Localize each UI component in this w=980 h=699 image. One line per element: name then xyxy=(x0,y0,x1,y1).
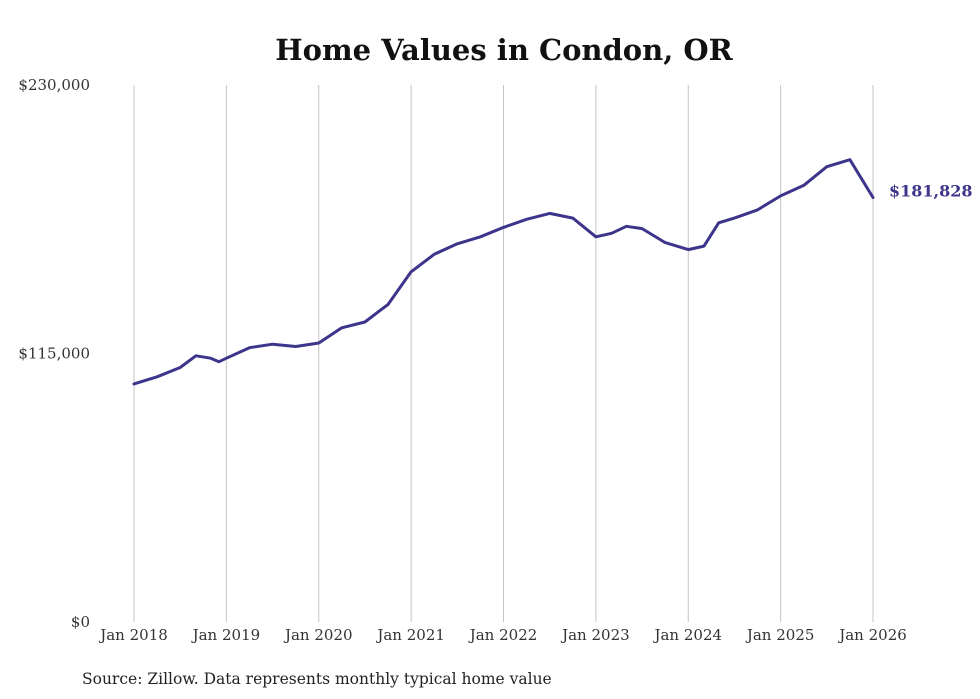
vertical-gridlines xyxy=(133,85,874,622)
x-tick-label: Jan 2019 xyxy=(191,626,261,644)
y-axis-tick-labels: $0 $115,000 $230,000 xyxy=(18,76,90,631)
x-tick-label: Jan 2026 xyxy=(837,626,907,644)
chart-title: Home Values in Condon, OR xyxy=(275,33,733,67)
y-tick-label: $0 xyxy=(71,613,90,631)
x-tick-label: Jan 2022 xyxy=(468,626,538,644)
y-tick-label: $115,000 xyxy=(18,345,90,363)
x-tick-label: Jan 2023 xyxy=(560,626,630,644)
x-tick-label: Jan 2018 xyxy=(98,626,168,644)
x-tick-label: Jan 2020 xyxy=(283,626,353,644)
latest-value-label: $181,828 xyxy=(889,182,973,201)
x-tick-label: Jan 2021 xyxy=(375,626,445,644)
y-tick-label: $230,000 xyxy=(18,76,90,94)
x-tick-label: Jan 2024 xyxy=(652,626,722,644)
home-value-line xyxy=(132,158,875,386)
x-tick-label: Jan 2025 xyxy=(745,626,815,644)
x-axis-tick-labels: Jan 2018 Jan 2019 Jan 2020 Jan 2021 Jan 2022… xyxy=(98,626,907,644)
source-note: Source: Zillow. Data represents monthly … xyxy=(82,670,552,688)
